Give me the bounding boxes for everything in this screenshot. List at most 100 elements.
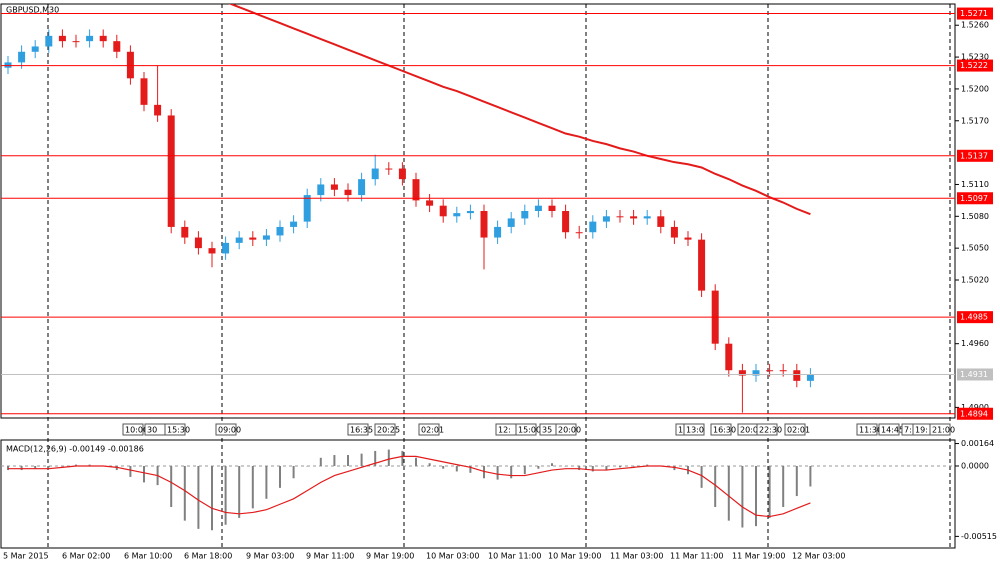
macd-title: MACD(12,26,9) -0.00149 -0.00186 (6, 445, 144, 454)
level-label: 1.5097 (960, 194, 988, 203)
candle-body (507, 218, 515, 227)
macd-bar (591, 465, 594, 472)
candle-body (18, 51, 26, 63)
candle-body (72, 41, 80, 43)
level-label-box (957, 407, 993, 420)
macd-bar (20, 465, 23, 471)
macd-bar (809, 465, 812, 487)
event-box (683, 423, 705, 436)
macd-bar (605, 465, 608, 471)
candle-body (548, 205, 556, 211)
candle-body (262, 235, 270, 240)
macd-bar (88, 464, 91, 466)
macd-bar (279, 465, 281, 488)
macd-bar (483, 465, 485, 479)
macd-bar (47, 465, 50, 468)
candle-body (126, 51, 134, 79)
candle-body (630, 216, 638, 219)
candle-body (806, 374, 814, 381)
macd-bar (61, 465, 64, 467)
event-label: 12: (498, 426, 511, 435)
candle-body (194, 237, 202, 249)
candle-body (45, 35, 53, 47)
x-tick-label: 10 Mar 03:00 (426, 552, 479, 561)
candle-body (698, 239, 706, 291)
macd-bar (115, 465, 118, 471)
event-box (374, 423, 396, 436)
candle-body (31, 46, 39, 52)
candle-body (235, 237, 243, 243)
event-label: 13:0 (686, 426, 704, 435)
candle-body (670, 226, 678, 238)
event-label: 02:01 (787, 426, 810, 435)
macd-bar (578, 465, 581, 471)
macd-bar (551, 463, 553, 466)
event-box (929, 423, 951, 436)
macd-bar (537, 465, 540, 469)
x-tick-label: 12 Mar 03:00 (792, 552, 845, 561)
event-box (515, 423, 537, 436)
candle-body (643, 216, 651, 219)
candle-body (317, 184, 325, 196)
macd-bar (319, 457, 322, 466)
x-tick-label: 10 Mar 11:00 (488, 552, 541, 561)
candle-body (276, 226, 284, 236)
candle-body (779, 370, 787, 372)
macd-bar (755, 465, 757, 527)
level-label-box (957, 7, 993, 20)
macd-bar (795, 465, 798, 497)
level-label: 1.5222 (960, 61, 988, 70)
candle-body (290, 221, 298, 227)
x-tick-label: 10 Mar 19:00 (548, 552, 601, 561)
macd-y-tick-label: 0.0000 (961, 461, 989, 470)
macd-signal (8, 455, 811, 518)
level-label: 1.5137 (960, 151, 988, 160)
candle-body (249, 237, 257, 240)
level-label-box (957, 368, 993, 381)
event-label: 15:00 (518, 426, 541, 435)
candle-body (167, 115, 175, 227)
level-label-box (957, 149, 993, 162)
level-label-box (957, 192, 993, 205)
candle-body (589, 221, 597, 233)
event-box (710, 423, 732, 436)
candle-body (453, 213, 461, 217)
macd-bar (211, 465, 213, 531)
macd-bar (265, 465, 268, 499)
x-tick-label: 6 Mar 02:00 (62, 552, 110, 561)
candle-body (684, 237, 692, 240)
moving-average (228, 4, 811, 216)
macd-bar (523, 465, 526, 475)
event-label: 20:0 (740, 426, 758, 435)
macd-bar (34, 465, 37, 469)
candle-body (86, 35, 94, 42)
level-label: 1.4894 (960, 409, 988, 418)
candle-body (208, 248, 216, 254)
macd-bar (782, 465, 785, 507)
candle-body (616, 216, 624, 218)
event-box (164, 423, 186, 436)
candle-body (358, 179, 366, 196)
event-label: 11:30 (859, 426, 882, 435)
candle-body (385, 168, 393, 170)
candle-body (575, 232, 583, 234)
candle-body (140, 78, 148, 105)
candle-body (738, 370, 746, 376)
candle-body (222, 242, 230, 254)
candle-body (426, 200, 434, 206)
macd-bar (455, 465, 458, 472)
y-tick-label: 1.5260 (961, 21, 989, 30)
macd-bar (714, 465, 717, 507)
macd-y-tick-label: 0.00164 (961, 439, 994, 448)
candle-body (562, 211, 570, 233)
macd-bar (727, 465, 730, 521)
macd-bar (401, 450, 404, 466)
y-tick-label: 1.5230 (961, 53, 989, 62)
macd-bar (700, 465, 703, 488)
candle-body (154, 104, 162, 116)
event-label: 09:00 (218, 426, 241, 435)
candle-body (113, 41, 121, 52)
candle-body (752, 370, 760, 376)
candle-body (181, 226, 189, 238)
